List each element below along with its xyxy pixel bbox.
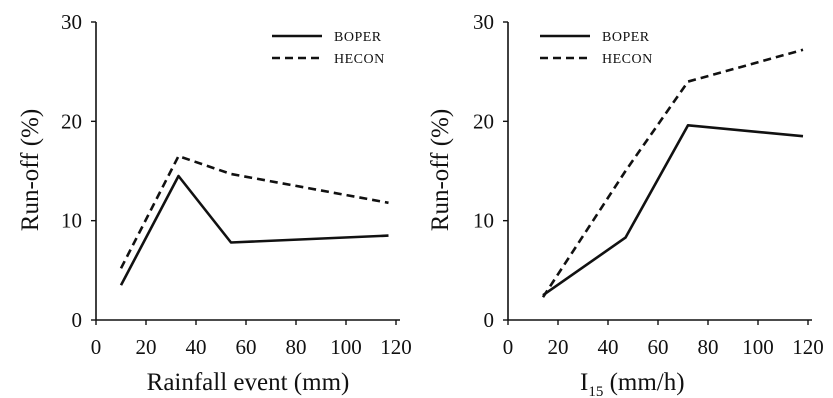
i15-xtick-label-120: 120 xyxy=(792,335,824,359)
rainfall-legend-label-boper: BOPER xyxy=(334,30,382,45)
panel-rainfall-ylabel: Run-off (%) xyxy=(17,109,44,231)
rainfall-xtick-label-120: 120 xyxy=(380,335,412,359)
i15-xtick-label-20: 20 xyxy=(548,335,569,359)
rainfall-xtick-label-40: 40 xyxy=(186,335,207,359)
i15-legend-label-boper: BOPER xyxy=(602,30,650,45)
rainfall-ytick-label-30: 30 xyxy=(61,10,82,34)
panel-i15-ylabel: Run-off (%) xyxy=(427,109,454,231)
rainfall-ytick-label-0: 0 xyxy=(72,308,83,332)
i15-xtick-label-0: 0 xyxy=(503,335,514,359)
i15-ytick-label-20: 20 xyxy=(473,109,494,133)
rainfall-xtick-label-100: 100 xyxy=(330,335,362,359)
rainfall-legend-label-hecon: HECON xyxy=(334,52,385,67)
panel-i15-xlabel: I15 (mm/h) xyxy=(580,369,685,398)
rainfall-ytick-label-20: 20 xyxy=(61,109,82,133)
i15-xtick-label-60: 60 xyxy=(648,335,669,359)
rainfall-xtick-label-80: 80 xyxy=(286,335,307,359)
rainfall-xtick-label-20: 20 xyxy=(136,335,157,359)
i15-ytick-label-10: 10 xyxy=(473,209,494,233)
i15-ytick-label-0: 0 xyxy=(484,308,495,332)
i15-series-boper xyxy=(542,124,804,297)
panel-i15-xlabel-sub: 15 xyxy=(588,384,603,398)
i15-xtick-label-80: 80 xyxy=(698,335,719,359)
rainfall-series-boper xyxy=(119,174,389,286)
panel-i15: 0 20 40 60 80 100 120 0 10 20 30 BOPER HECON Run-off… xyxy=(427,10,824,398)
rainfall-ytick-label-10: 10 xyxy=(61,209,82,233)
panel-i15-marks: 0 20 40 60 80 100 120 0 10 20 30 BOPER HECON xyxy=(473,10,824,359)
i15-legend-label-hecon: HECON xyxy=(602,52,653,67)
i15-xtick-label-100: 100 xyxy=(742,335,774,359)
panel-rainfall-xlabel: Rainfall event (mm) xyxy=(147,369,350,396)
rainfall-xtick-label-60: 60 xyxy=(236,335,257,359)
rainfall-xtick-label-0: 0 xyxy=(91,335,102,359)
i15-ytick-label-30: 30 xyxy=(473,10,494,34)
rainfall-series-hecon xyxy=(119,154,389,269)
i15-xtick-label-40: 40 xyxy=(598,335,619,359)
panel-i15-xlabel-main: I xyxy=(580,369,588,396)
panel-rainfall: 0 20 40 60 80 100 120 0 10 20 30 BOPER HECON Run-off… xyxy=(17,10,412,396)
i15-series-hecon xyxy=(541,48,804,298)
panel-i15-xlabel-unit: (mm/h) xyxy=(603,369,684,396)
panel-rainfall-marks: 0 20 40 60 80 100 120 0 10 20 30 BOPER HECON xyxy=(61,10,412,359)
